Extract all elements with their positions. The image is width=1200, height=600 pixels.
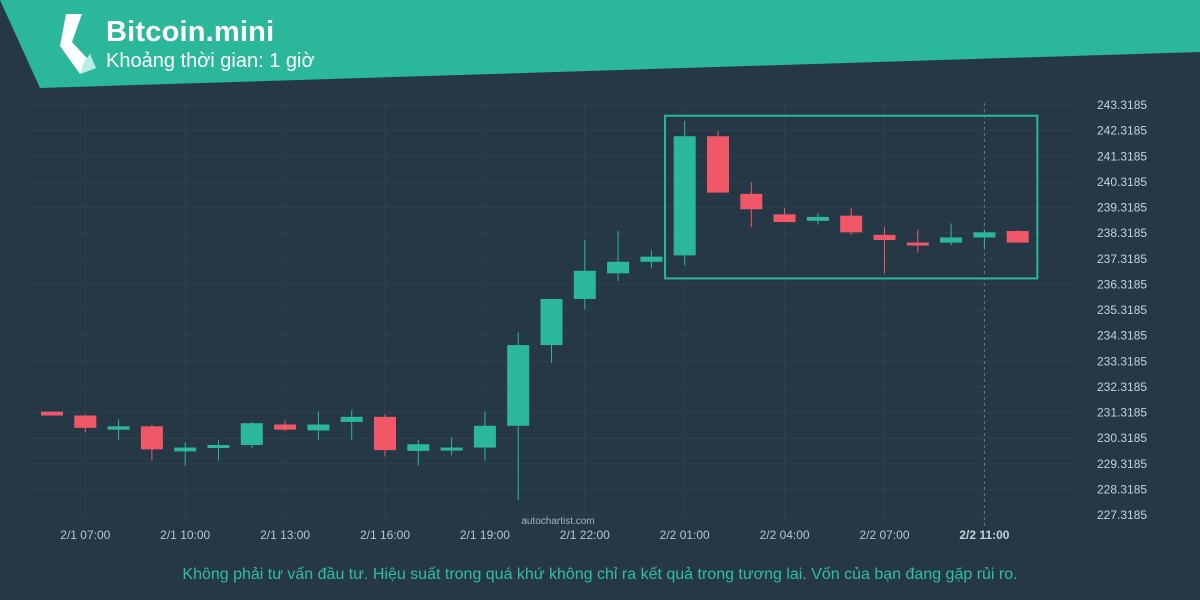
- y-tick-label: 232.3185: [1097, 380, 1147, 394]
- candle-body: [140, 426, 163, 450]
- bearish-candle: [773, 207, 796, 223]
- bullish-candle: [207, 439, 230, 461]
- y-tick-label: 230.3185: [1097, 431, 1147, 445]
- y-tick-label: 242.3185: [1097, 124, 1147, 138]
- candle-body: [473, 425, 496, 448]
- bearish-candle: [873, 227, 896, 274]
- y-tick-label: 235.3185: [1097, 303, 1147, 317]
- candle-body: [340, 416, 363, 422]
- y-tick-label: 231.3185: [1097, 406, 1147, 420]
- bullish-candle: [507, 332, 530, 501]
- bullish-candle: [440, 437, 463, 456]
- y-tick-label: 228.3185: [1097, 482, 1147, 496]
- y-tick-label: 240.3185: [1097, 175, 1147, 189]
- candle-body: [207, 445, 230, 449]
- candle-body: [740, 193, 763, 210]
- watermark-text: autochartist.com: [521, 516, 594, 527]
- bullish-candle: [640, 250, 663, 269]
- y-tick-label: 236.3185: [1097, 277, 1147, 291]
- candle-body: [374, 416, 396, 451]
- candle-body: [274, 424, 297, 430]
- bearish-candle: [274, 420, 297, 431]
- x-tick-label: 2/1 19:00: [460, 528, 510, 542]
- x-tick-label: 2/1 13:00: [260, 528, 310, 542]
- bearish-candle: [74, 414, 97, 433]
- timeframe-subtitle: Khoảng thời gian: 1 giờ: [106, 50, 315, 72]
- bullish-candle: [607, 231, 630, 282]
- risk-disclaimer: Không phải tư vấn đầu tư. Hiệu suất tron…: [182, 566, 1018, 583]
- bullish-candle: [573, 240, 596, 310]
- candle-body: [673, 136, 696, 256]
- bearish-candle: [41, 411, 63, 416]
- x-tick-label: 2/2 01:00: [660, 528, 710, 542]
- x-tick-label: 2/1 22:00: [560, 528, 610, 542]
- instrument-title: Bitcoin.mini: [106, 16, 275, 48]
- candle-body: [773, 214, 796, 223]
- candle-body: [906, 242, 929, 246]
- candle-body: [41, 411, 63, 416]
- bearish-candle: [906, 229, 929, 253]
- y-tick-label: 233.3185: [1097, 354, 1147, 368]
- y-tick-label: 239.3185: [1097, 201, 1147, 215]
- bullish-candle: [240, 421, 263, 448]
- candle-body: [940, 237, 963, 243]
- x-tick-label: 2/1 10:00: [160, 528, 210, 542]
- candle-body: [307, 424, 330, 431]
- candle-body: [573, 270, 596, 299]
- candle-body: [240, 423, 263, 446]
- candle-body: [107, 426, 130, 430]
- candle-body: [507, 345, 530, 426]
- candle-body: [707, 136, 729, 193]
- x-tick-label: 2/2 11:00: [959, 528, 1009, 542]
- y-tick-label: 243.3185: [1097, 98, 1147, 112]
- y-tick-label: 237.3185: [1097, 252, 1147, 266]
- x-tick-label: 2/1 16:00: [360, 528, 410, 542]
- candle-body: [540, 298, 563, 346]
- candle-body: [973, 232, 996, 238]
- bullish-candle: [473, 411, 496, 461]
- y-tick-label: 241.3185: [1097, 149, 1147, 163]
- bullish-candle: [407, 439, 430, 466]
- bearish-candle: [840, 207, 863, 235]
- x-tick-label: 2/2 04:00: [760, 528, 810, 542]
- x-tick-label: 2/2 07:00: [859, 528, 909, 542]
- bullish-candle: [540, 298, 563, 364]
- bearish-candle: [374, 414, 396, 457]
- candle-body: [1006, 231, 1029, 243]
- candle-body: [873, 234, 896, 241]
- header-banner-shape: [0, 0, 1200, 88]
- candle-body: [74, 415, 97, 428]
- candle-body: [407, 444, 430, 451]
- candle-body: [607, 261, 630, 274]
- bullish-candle: [973, 229, 996, 248]
- bullish-candle: [307, 411, 330, 440]
- x-tick-label: 2/1 07:00: [60, 528, 110, 542]
- y-tick-label: 227.3185: [1097, 508, 1147, 522]
- autochartist-logo-icon: [60, 14, 96, 74]
- candle-body: [806, 216, 829, 221]
- bullish-candle: [673, 120, 696, 266]
- candle-body: [174, 447, 197, 452]
- y-tick-label: 229.3185: [1097, 457, 1147, 471]
- bearish-candle: [707, 131, 729, 193]
- candle-body: [440, 447, 463, 451]
- candle-body: [640, 256, 663, 262]
- y-tick-label: 234.3185: [1097, 329, 1147, 343]
- bullish-candle: [940, 223, 963, 246]
- bullish-candle: [806, 213, 829, 225]
- bearish-candle: [140, 424, 163, 461]
- header-banner: [0, 0, 1200, 88]
- y-tick-label: 238.3185: [1097, 226, 1147, 240]
- bearish-candle: [1006, 229, 1029, 243]
- bullish-candle: [107, 419, 130, 440]
- pattern-highlight-box: [664, 114, 1039, 280]
- bearish-candle: [740, 182, 763, 228]
- candle-body: [840, 215, 863, 233]
- bullish-candle: [174, 442, 197, 466]
- bullish-candle: [340, 409, 363, 440]
